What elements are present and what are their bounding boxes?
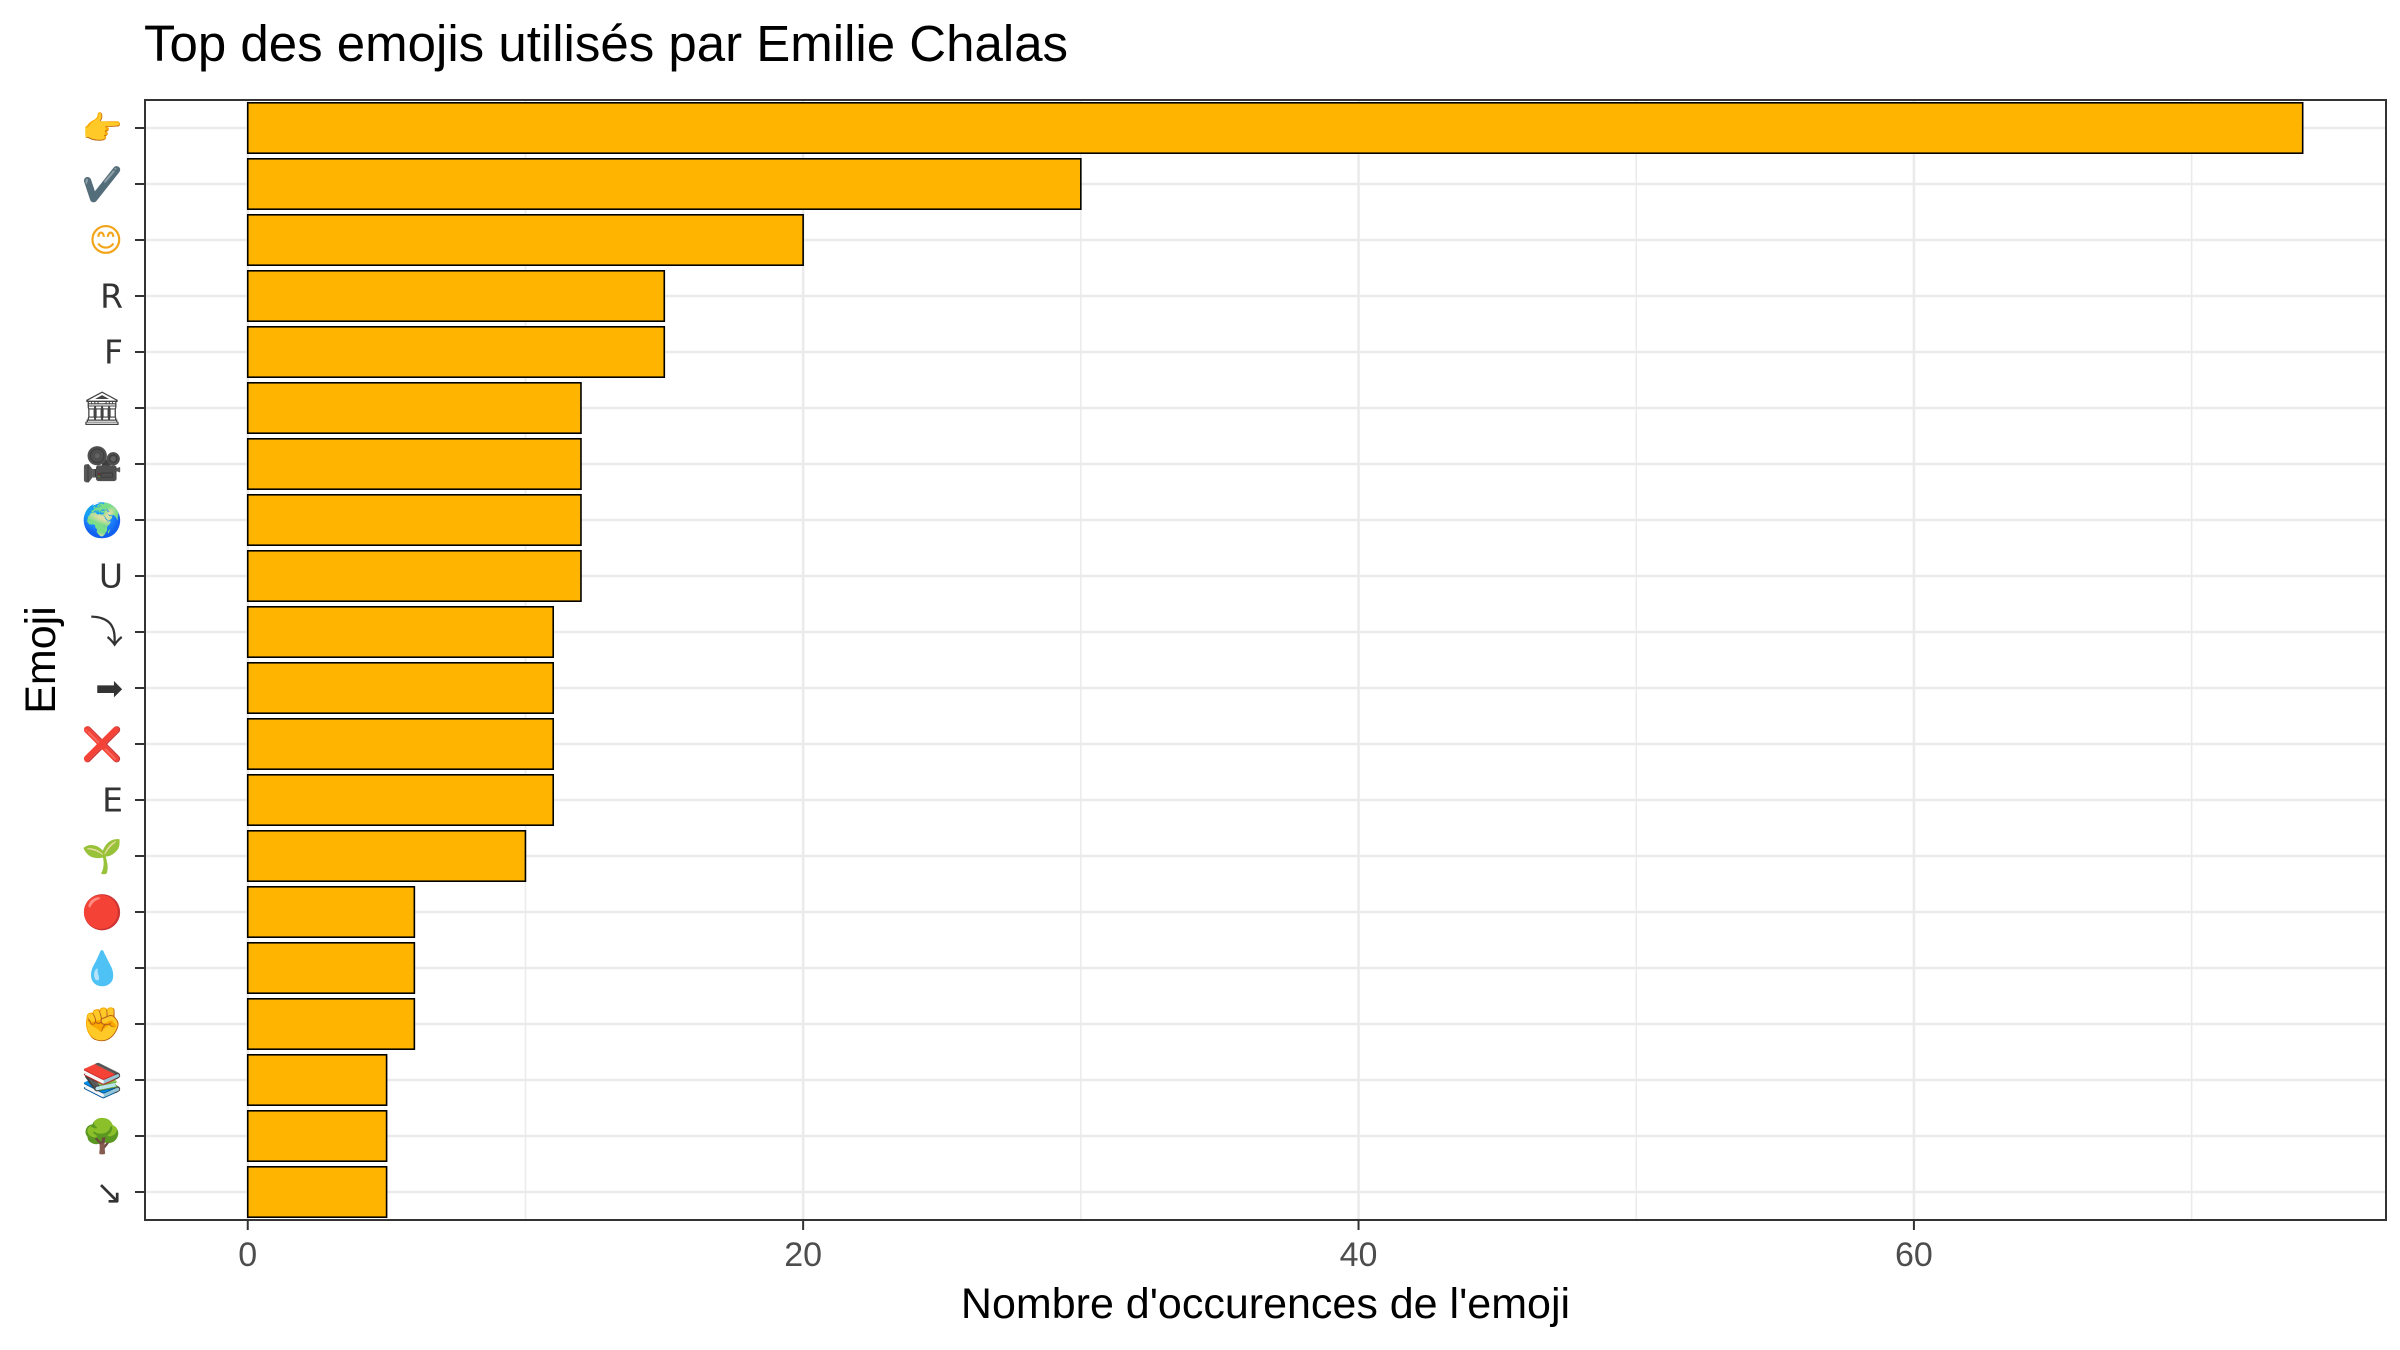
y-tick-label: E [102,781,123,820]
y-tick-label: U [99,557,123,596]
bar [246,381,582,434]
bar [246,214,804,267]
y-tick-label: ❌ [82,725,123,765]
y-tick-label: 📚 [82,1061,123,1100]
x-axis-ticks: 0 20 40 60 [238,1220,1933,1274]
y-tick-label: ⤵ [90,613,123,652]
bars [246,102,2304,1219]
bar [246,829,527,882]
y-tick-label: 🌳 [82,1117,123,1156]
y-axis-title: Emoji [17,606,65,714]
x-axis-title: Nombre d'occurences de l'emoji [961,1280,1570,1328]
panel-border [144,99,2387,1221]
bar [246,549,582,602]
y-tick-label: 💧 [82,949,123,988]
y-tick-label: ➡ [95,669,123,708]
bar [246,717,555,770]
x-tick-label: 20 [784,1236,822,1274]
y-tick-label: 🌱 [82,837,123,876]
bar [246,1110,388,1163]
y-tick-label: 👉 [82,109,123,148]
bar [246,158,1082,211]
bar [246,997,416,1050]
bar [246,773,555,826]
y-tick-label: 🏛 [81,389,123,428]
bar [246,493,582,546]
y-tick-label: 😊 [89,221,123,260]
bar [246,661,555,714]
x-tick-label: 60 [1895,1236,1933,1274]
bar [246,605,555,658]
bar [246,102,2304,155]
bar [246,325,666,378]
chart-title: Top des emojis utilisés par Emilie Chala… [144,15,1069,72]
bar [246,885,416,938]
y-tick-label: ✔️ [82,165,123,204]
x-tick-label: 0 [238,1236,257,1274]
bar [246,269,666,322]
y-axis-ticks: 👉 ✔️ 😊 RF 🏛 🎥 🌍 U ⤵ ➡ ❌ E 🌱 🔴 💧 ✊ 📚 🌳 ↘ [81,109,145,1212]
bar [246,941,416,994]
bar [246,1166,388,1219]
bar [246,437,582,490]
x-tick-label: 40 [1340,1236,1378,1274]
y-tick-label: ✊ [82,1005,123,1045]
y-tick-label: R [100,277,123,316]
y-tick-label: 🌍 [82,501,123,540]
y-tick-label: 🔴 [82,893,123,932]
y-tick-label: F [104,333,123,372]
grid-lines [145,100,2386,1220]
y-tick-label: 🎥 [82,445,123,484]
bar [246,1054,388,1107]
y-tick-label: ↘ [95,1173,123,1212]
